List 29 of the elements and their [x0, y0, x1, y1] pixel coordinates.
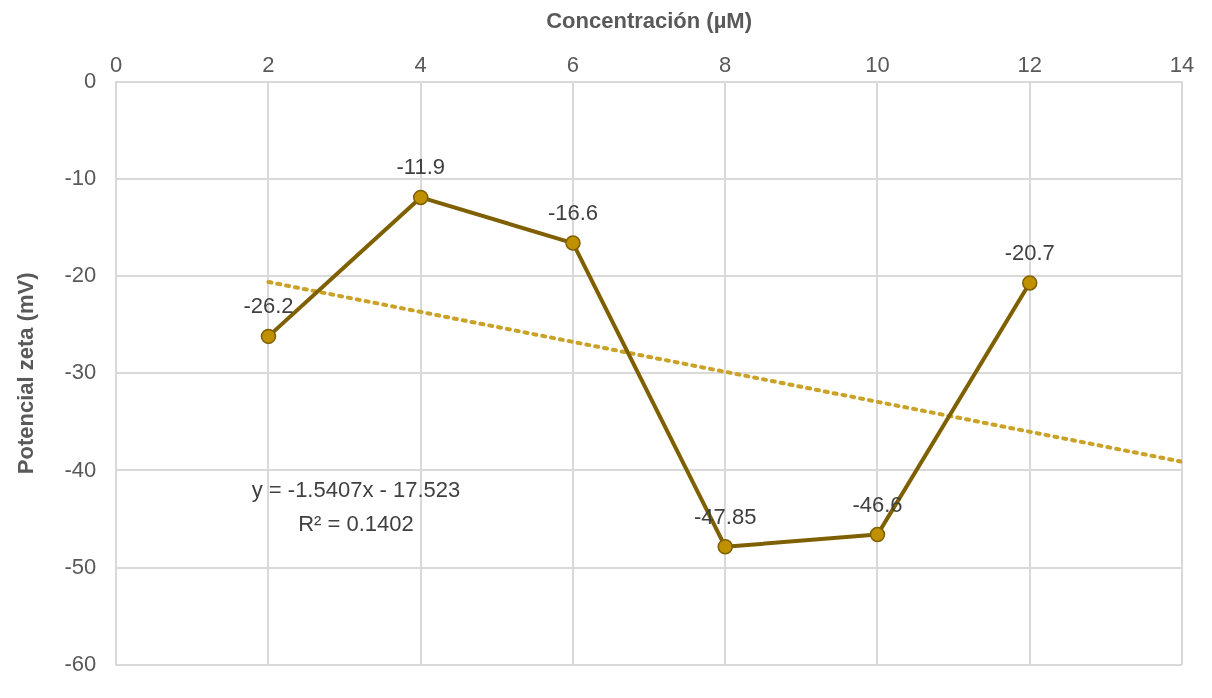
- data-label: -16.6: [547, 200, 599, 226]
- x-axis-title: Concentración (µM): [546, 8, 752, 34]
- y-axis-title: Potencial zeta (mV): [13, 272, 39, 475]
- point: [869, 526, 886, 543]
- y-tick-label: -20: [64, 262, 97, 288]
- x-tick-label: 10: [865, 51, 890, 77]
- x-tick-label: 4: [414, 51, 427, 77]
- data-label: -11.9: [396, 154, 445, 180]
- x-tick-label: 0: [110, 51, 123, 77]
- y-tick-label: -60: [64, 650, 97, 676]
- point: [1021, 275, 1038, 291]
- y-tick-label: -10: [64, 165, 97, 191]
- point: [565, 235, 581, 251]
- x-tick-label: 8: [719, 51, 732, 77]
- data-label: -26.2: [243, 293, 294, 319]
- point: [260, 328, 277, 345]
- x-tick-label: 12: [1017, 51, 1042, 77]
- x-tick-label: 6: [566, 51, 580, 77]
- y-tick-label: 0: [83, 67, 97, 93]
- data-label: -20.7: [1004, 240, 1055, 265]
- point: [412, 189, 429, 206]
- annotation: y = -1.5407x - 17.523: [251, 476, 461, 502]
- point: [717, 538, 733, 555]
- y-tick-label: -50: [64, 553, 97, 579]
- y-tick-label: -30: [64, 359, 97, 385]
- x-tick-label: 2: [262, 51, 275, 77]
- annotation: R² = 0.1402: [298, 510, 414, 536]
- y-tick-label: -40: [64, 456, 97, 482]
- x-tick-label: 14: [1169, 51, 1195, 77]
